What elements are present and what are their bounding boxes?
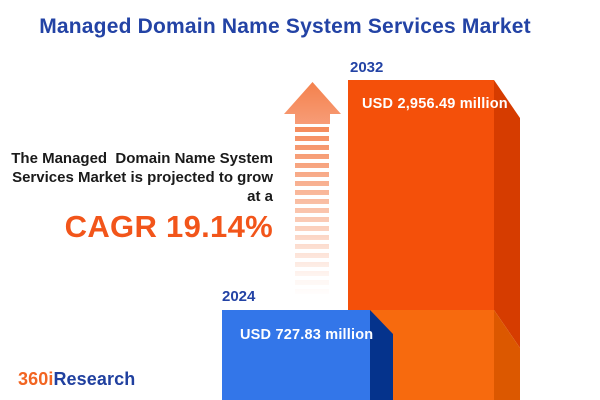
year-label-2032: 2032 — [350, 59, 384, 76]
bar-2032-front — [348, 80, 494, 310]
bar-2024-value-label: USD 727.83 million — [240, 327, 374, 343]
bar-2024-side-face — [370, 310, 393, 400]
brand-logo: 360iResearch — [18, 369, 135, 390]
growth-arrow-stripes-icon — [295, 127, 329, 298]
page-title: Managed Domain Name System Services Mark… — [39, 15, 531, 38]
bar-2024-front — [222, 310, 370, 400]
year-label-2024: 2024 — [222, 288, 256, 305]
bar-2032-side-face — [494, 80, 520, 400]
cagr-value: CAGR 19.14% — [64, 209, 273, 244]
description-line-1: The Managed Domain Name System — [11, 150, 273, 167]
description-line-3: at a — [247, 188, 273, 205]
growth-arrow-head-icon — [284, 82, 341, 124]
bar-2032-value-label: USD 2,956.49 million — [362, 96, 508, 112]
logo-360i: 360i — [18, 369, 54, 389]
logo-research: Research — [53, 369, 136, 389]
description-text: The Managed Domain Name System Services … — [6, 149, 273, 244]
description-line-2: Services Market is projected to grow — [12, 169, 273, 186]
